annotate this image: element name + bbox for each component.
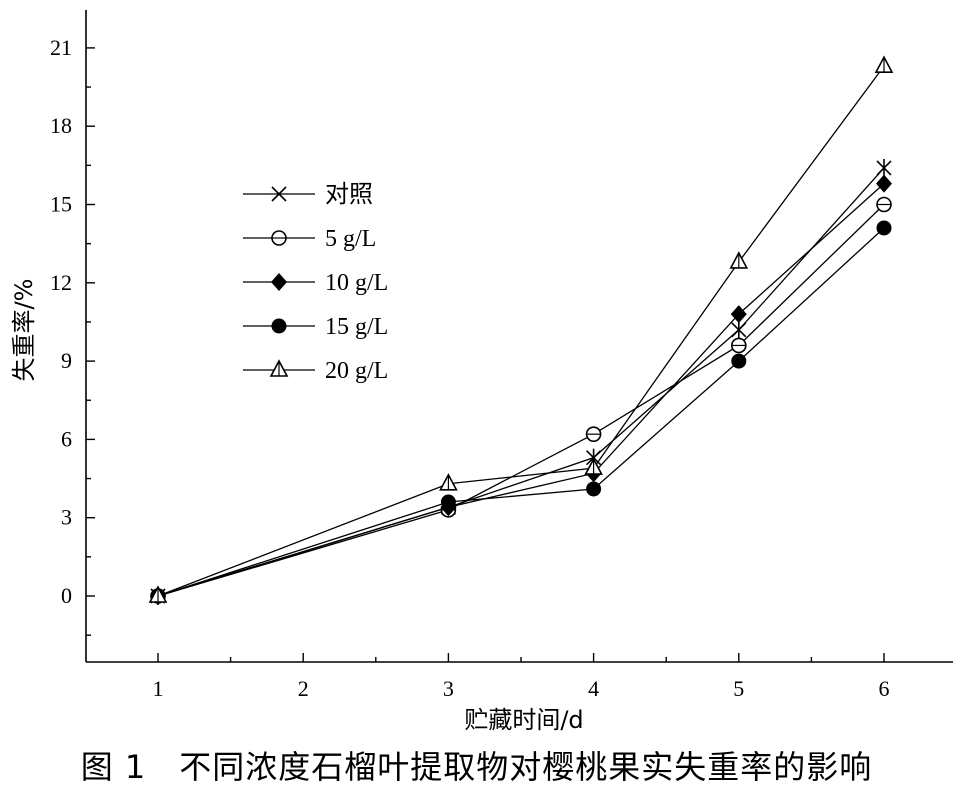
legend-label: 5 g/L	[325, 226, 376, 252]
legend-entry: 10 g/L	[243, 270, 388, 296]
data-point	[730, 305, 747, 324]
x-tick-label: 5	[733, 676, 744, 701]
legend-entry: 5 g/L	[243, 226, 376, 252]
y-tick-label: 3	[61, 505, 72, 530]
series-line	[157, 65, 885, 597]
x-tick-label: 3	[443, 676, 454, 701]
y-tick-label: 18	[50, 113, 72, 138]
legend-entry: 20 g/L	[243, 358, 388, 384]
x-tick-label: 2	[298, 676, 309, 701]
series-line	[157, 204, 885, 597]
data-point	[585, 426, 602, 442]
data-point	[731, 353, 747, 369]
y-tick-label: 6	[61, 426, 72, 451]
series-layer	[148, 55, 894, 605]
data-point	[439, 473, 458, 491]
series-2	[157, 183, 885, 597]
legend-marker	[271, 273, 287, 291]
data-point	[440, 494, 456, 510]
y-tick-label: 21	[50, 35, 72, 60]
data-point	[584, 457, 603, 475]
legend-entry: 15 g/L	[243, 314, 388, 340]
legend-label: 20 g/L	[325, 358, 388, 384]
legend: 对照 5 g/L 10 g/L 15 g/L 20 g/L	[243, 180, 388, 384]
data-point	[731, 320, 747, 339]
y-axis-title: 失重率/%	[10, 279, 38, 382]
series-line	[157, 227, 885, 597]
series-4	[157, 65, 885, 597]
x-tick-label: 4	[588, 676, 599, 701]
data-point	[876, 196, 892, 213]
series-line	[157, 183, 885, 597]
legend-marker	[271, 318, 287, 334]
y-tick-label: 0	[61, 583, 72, 608]
legend-label: 15 g/L	[325, 314, 388, 340]
data-point	[148, 585, 168, 603]
x-axis-title: 贮藏时间/d	[464, 706, 583, 734]
legend-label: 对照	[325, 180, 373, 208]
x-tick-label: 1	[153, 676, 164, 701]
series-0	[157, 167, 885, 597]
data-point	[876, 174, 892, 193]
legend-marker	[271, 186, 287, 202]
y-tick-label: 15	[50, 192, 72, 217]
data-point	[730, 337, 747, 354]
data-point	[876, 158, 892, 177]
data-point	[586, 481, 602, 497]
legend-label: 10 g/L	[325, 270, 388, 296]
data-point	[729, 251, 749, 269]
data-point	[874, 55, 894, 73]
series-line	[157, 167, 885, 597]
data-point	[876, 220, 892, 236]
x-tick-label: 6	[879, 676, 890, 701]
legend-entry: 对照	[243, 180, 373, 208]
y-tick-label: 9	[61, 348, 72, 373]
series-1	[157, 204, 885, 597]
legend-marker	[271, 230, 287, 246]
legend-marker	[269, 359, 289, 377]
figure-caption: 图 1 不同浓度石榴叶提取物对樱桃果实失重率的影响	[80, 748, 873, 786]
y-tick-label: 12	[50, 270, 72, 295]
series-3	[157, 227, 885, 597]
